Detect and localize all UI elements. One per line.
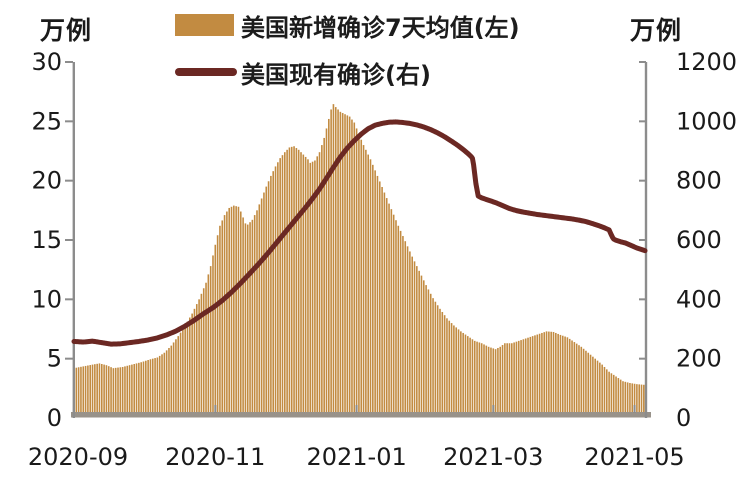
bars-series [73,104,645,418]
right-axis-unit-label: 万例 [630,16,683,45]
axis-ticks [65,61,646,413]
right-axis-tick-label: 0 [676,404,691,432]
x-axis-tick-label: 2021-05 [584,443,684,471]
legend-label: 美国新增确诊7天均值(左) [241,13,520,42]
right-axis-tick-label: 200 [676,345,722,373]
left-axis-tick-label: 10 [31,285,62,313]
x-axis-tick-label: 2020-09 [28,443,128,471]
legend-item-new-cases: 美国新增确诊7天均值(左) [175,10,520,42]
x-axis-tick-label: 2021-03 [443,443,543,471]
left-axis-tick-label: 25 [31,107,62,135]
bar-swatch-icon [175,14,234,36]
left-axis-tick-label: 20 [31,167,62,195]
right-axis-tick-label: 400 [676,285,722,313]
x-axis-tick-label: 2020-11 [165,443,265,471]
left-axis-tick-label: 0 [47,404,62,432]
right-axis-tick-label: 1000 [676,107,737,135]
left-axis-unit-label: 万例 [40,16,93,45]
legend-item-active-cases: 美国现有确诊(右) [175,57,520,89]
legend: 美国新增确诊7天均值(左) 美国现有确诊(右) [175,10,520,104]
legend-label: 美国现有确诊(右) [241,60,431,89]
right-axis-tick-label: 800 [676,167,722,195]
line-swatch-icon [175,68,237,76]
right-axis-tick-label: 600 [676,226,722,254]
active-cases-line [71,119,648,347]
left-axis-tick-label: 15 [31,226,62,254]
x-axis-tick-label: 2021-01 [306,443,406,471]
x-axis-line [71,412,651,418]
right-axis-tick-label: 1200 [676,48,737,76]
left-axis-tick-label: 30 [31,48,62,76]
left-axis-tick-label: 5 [47,345,62,373]
